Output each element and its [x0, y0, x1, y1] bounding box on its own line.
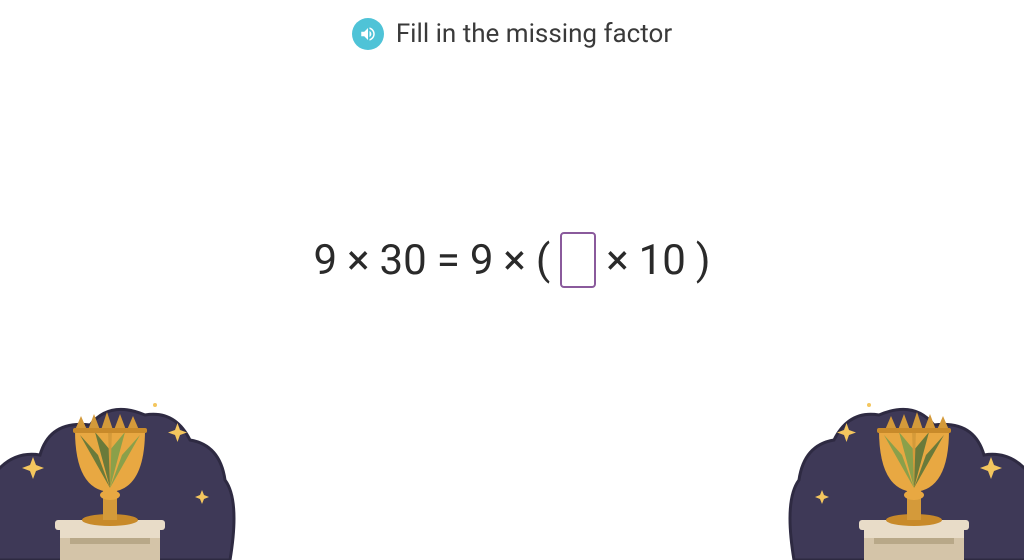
- decoration-right: [784, 360, 1024, 560]
- eq-equals: =: [437, 236, 460, 285]
- decoration-left: [0, 360, 240, 560]
- prompt-text: Fill in the missing factor: [396, 19, 672, 49]
- audio-button[interactable]: [352, 18, 384, 50]
- lesson-container: Fill in the missing factor 9 × 30 = 9 × …: [0, 0, 1024, 560]
- eq-factor-2: 30: [380, 236, 427, 285]
- eq-lparen: (: [536, 236, 550, 285]
- eq-operator-1: ×: [347, 236, 369, 285]
- speaker-icon: [359, 25, 377, 43]
- eq-operator-2: ×: [503, 236, 525, 285]
- header: Fill in the missing factor: [0, 0, 1024, 50]
- eq-operator-3: ×: [606, 236, 628, 285]
- eq-rparen: ): [696, 236, 711, 285]
- eq-factor-4: 10: [639, 236, 686, 285]
- eq-factor-1: 9: [314, 236, 338, 285]
- equation: 9 × 30 = 9 × ( × 10 ): [314, 232, 711, 288]
- eq-factor-3: 9: [470, 236, 494, 285]
- missing-factor-input[interactable]: [560, 232, 596, 288]
